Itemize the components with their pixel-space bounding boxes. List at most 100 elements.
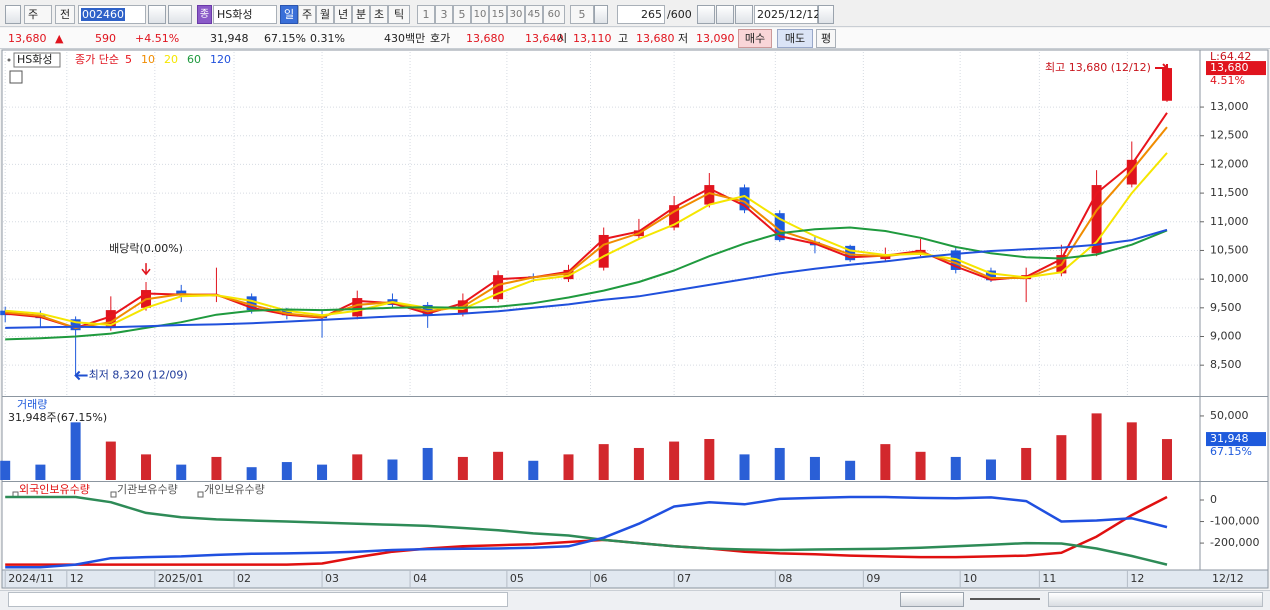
candle-body — [598, 234, 609, 268]
x-end-label: 12/12 — [1212, 572, 1244, 585]
quote-arrow: ▲ — [55, 32, 64, 45]
volume-bar — [1021, 447, 1032, 480]
interval-button[interactable]: 1 — [417, 5, 435, 24]
y-tick-label: 11,500 — [1210, 186, 1249, 199]
interval-button[interactable]: 60 — [543, 5, 565, 24]
quote-label: 저 — [678, 32, 689, 45]
quote-change-rate: +4.51% — [135, 32, 180, 45]
low-annotation: 최저 8,320 (12/09) — [89, 368, 188, 381]
legend-entry: 5 — [125, 53, 132, 66]
interval-button[interactable]: 30 — [507, 5, 525, 24]
y-tick-label: 9,000 — [1210, 329, 1242, 342]
chart-tools[interactable] — [1048, 592, 1263, 607]
y-tick-label: 12,000 — [1210, 157, 1249, 170]
period-button[interactable]: 초 — [370, 5, 388, 24]
y-tick-label: 50,000 — [1210, 409, 1249, 422]
layout-icon[interactable] — [5, 5, 21, 24]
custom-interval[interactable]: 5 — [570, 5, 594, 24]
high-annotation: 최고 13,680 (12/12) — [1045, 61, 1151, 74]
x-tick-label: 04 — [413, 572, 427, 585]
candle-body — [493, 275, 504, 300]
tool-icon[interactable] — [697, 5, 715, 24]
ma-legend-title: 종가 단순 — [75, 53, 119, 66]
candle-body — [1091, 185, 1102, 254]
candle-body — [70, 319, 81, 331]
count-input[interactable]: 265 — [617, 5, 665, 24]
date-input[interactable]: 2025/12/12 — [754, 5, 820, 24]
scroll-track[interactable] — [8, 592, 508, 607]
dropdown-icon[interactable] — [594, 5, 608, 24]
top-label: L:64.42 — [1210, 50, 1251, 63]
volume-bar — [317, 464, 328, 480]
volume-bar — [633, 447, 644, 480]
stock-type-icon: 종 — [197, 5, 212, 24]
avg-button[interactable]: 평 — [816, 29, 836, 48]
volume-bar — [211, 456, 222, 480]
volume-title: 거래량 — [17, 398, 47, 411]
candle-body — [739, 187, 750, 211]
candle-body — [1126, 159, 1137, 185]
interval-button[interactable]: 15 — [489, 5, 507, 24]
quote-label: 호가 — [430, 32, 451, 45]
period-button[interactable]: 분 — [352, 5, 370, 24]
volume-bar — [739, 454, 750, 480]
volume-bar — [1161, 439, 1172, 480]
search-icon[interactable] — [148, 5, 166, 24]
y-tick-label: 8,500 — [1210, 358, 1242, 371]
volume-bar — [704, 439, 715, 480]
series-line — [5, 152, 1168, 326]
x-tick-label: 06 — [593, 572, 607, 585]
volume-bar — [176, 464, 187, 480]
panel-menu-icon[interactable] — [9, 70, 23, 84]
period-button[interactable]: 월 — [316, 5, 334, 24]
sell-button[interactable]: 매도 — [777, 29, 813, 48]
volume-bar — [1126, 422, 1137, 480]
volume-subtitle: 31,948주(67.15%) — [8, 411, 107, 424]
volume-bar — [950, 456, 961, 480]
volume-bar — [845, 460, 856, 480]
name-input[interactable]: HS화성 — [213, 5, 277, 24]
interval-button[interactable]: 10 — [471, 5, 489, 24]
y-tick-label: 9,500 — [1210, 301, 1242, 314]
playback-controls[interactable] — [900, 592, 964, 607]
volume-bar — [774, 447, 785, 480]
volume-bar — [352, 454, 363, 480]
y-tick-label: 0 — [1210, 493, 1217, 506]
period-button[interactable]: 주 — [298, 5, 316, 24]
x-tick-label: 12 — [1130, 572, 1144, 585]
y-tick-label: 11,000 — [1210, 215, 1249, 228]
period-button[interactable]: 일 — [280, 5, 298, 24]
candle-body — [422, 304, 433, 316]
candle-body — [352, 298, 363, 317]
quote-volume: 31,948 — [210, 32, 249, 45]
x-tick-label: 09 — [866, 572, 880, 585]
calendar-icon[interactable] — [818, 5, 834, 24]
tool-icon[interactable] — [716, 5, 734, 24]
period-button[interactable]: 틱 — [388, 5, 410, 24]
stock-label: HS화성 — [17, 53, 53, 66]
volume-bar — [141, 454, 152, 480]
legend-entry: 외국인보유수량 — [19, 483, 90, 496]
zoom-slider[interactable] — [970, 598, 1040, 600]
volume-bar — [387, 459, 398, 480]
prev-button[interactable]: 전 — [55, 5, 75, 24]
volume-bar — [809, 456, 820, 480]
legend-entry: 개인보유수량 — [204, 483, 265, 496]
candle-body — [845, 245, 856, 261]
interval-button[interactable]: 45 — [525, 5, 543, 24]
interval-button[interactable]: 5 — [453, 5, 471, 24]
quote-bid: 13,640 — [525, 32, 564, 45]
y-tick-label: -200,000 — [1210, 536, 1259, 549]
code-input[interactable]: 002460 — [78, 5, 146, 24]
period-select[interactable]: 주 — [24, 5, 52, 24]
period-button[interactable]: 년 — [334, 5, 352, 24]
tool-icon[interactable] — [735, 5, 753, 24]
quote-bar — [0, 28, 1270, 49]
x-tick-label: 03 — [325, 572, 339, 585]
speaker-icon[interactable] — [168, 5, 192, 24]
interval-button[interactable]: 3 — [435, 5, 453, 24]
volume-bar — [880, 444, 891, 480]
buy-button[interactable]: 매수 — [738, 29, 772, 48]
x-tick-label: 2024/11 — [8, 572, 54, 585]
